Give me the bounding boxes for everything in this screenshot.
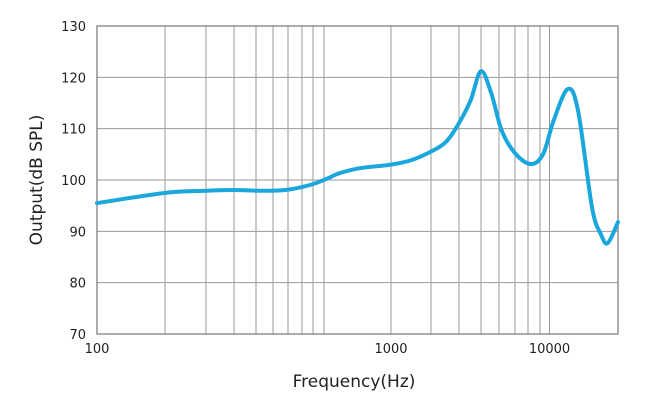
y-tick-label: 130 — [61, 20, 86, 35]
x-tick-label: 10000 — [529, 342, 570, 357]
plot-border — [96, 25, 619, 335]
x-tick-labels: 100 1000 10000 — [85, 342, 571, 357]
y-tick-label: 70 — [69, 328, 86, 343]
series-layer — [95, 69, 620, 246]
y-axis-label: Output(dB SPL) — [27, 115, 47, 246]
y-tick-label: 120 — [61, 71, 86, 86]
x-tick-label: 100 — [85, 342, 110, 357]
y-tick-label: 100 — [61, 174, 86, 189]
y-tick-label: 90 — [69, 225, 86, 240]
x-tick-label: 1000 — [374, 342, 407, 357]
y-tick-label: 80 — [69, 277, 86, 292]
x-axis-label: Frequency(Hz) — [293, 372, 416, 392]
y-tick-label: 110 — [61, 123, 86, 138]
grid — [96, 25, 619, 335]
series-line-output — [95, 69, 620, 246]
y-tick-labels: 130 120 110 100 90 80 70 — [61, 20, 86, 343]
